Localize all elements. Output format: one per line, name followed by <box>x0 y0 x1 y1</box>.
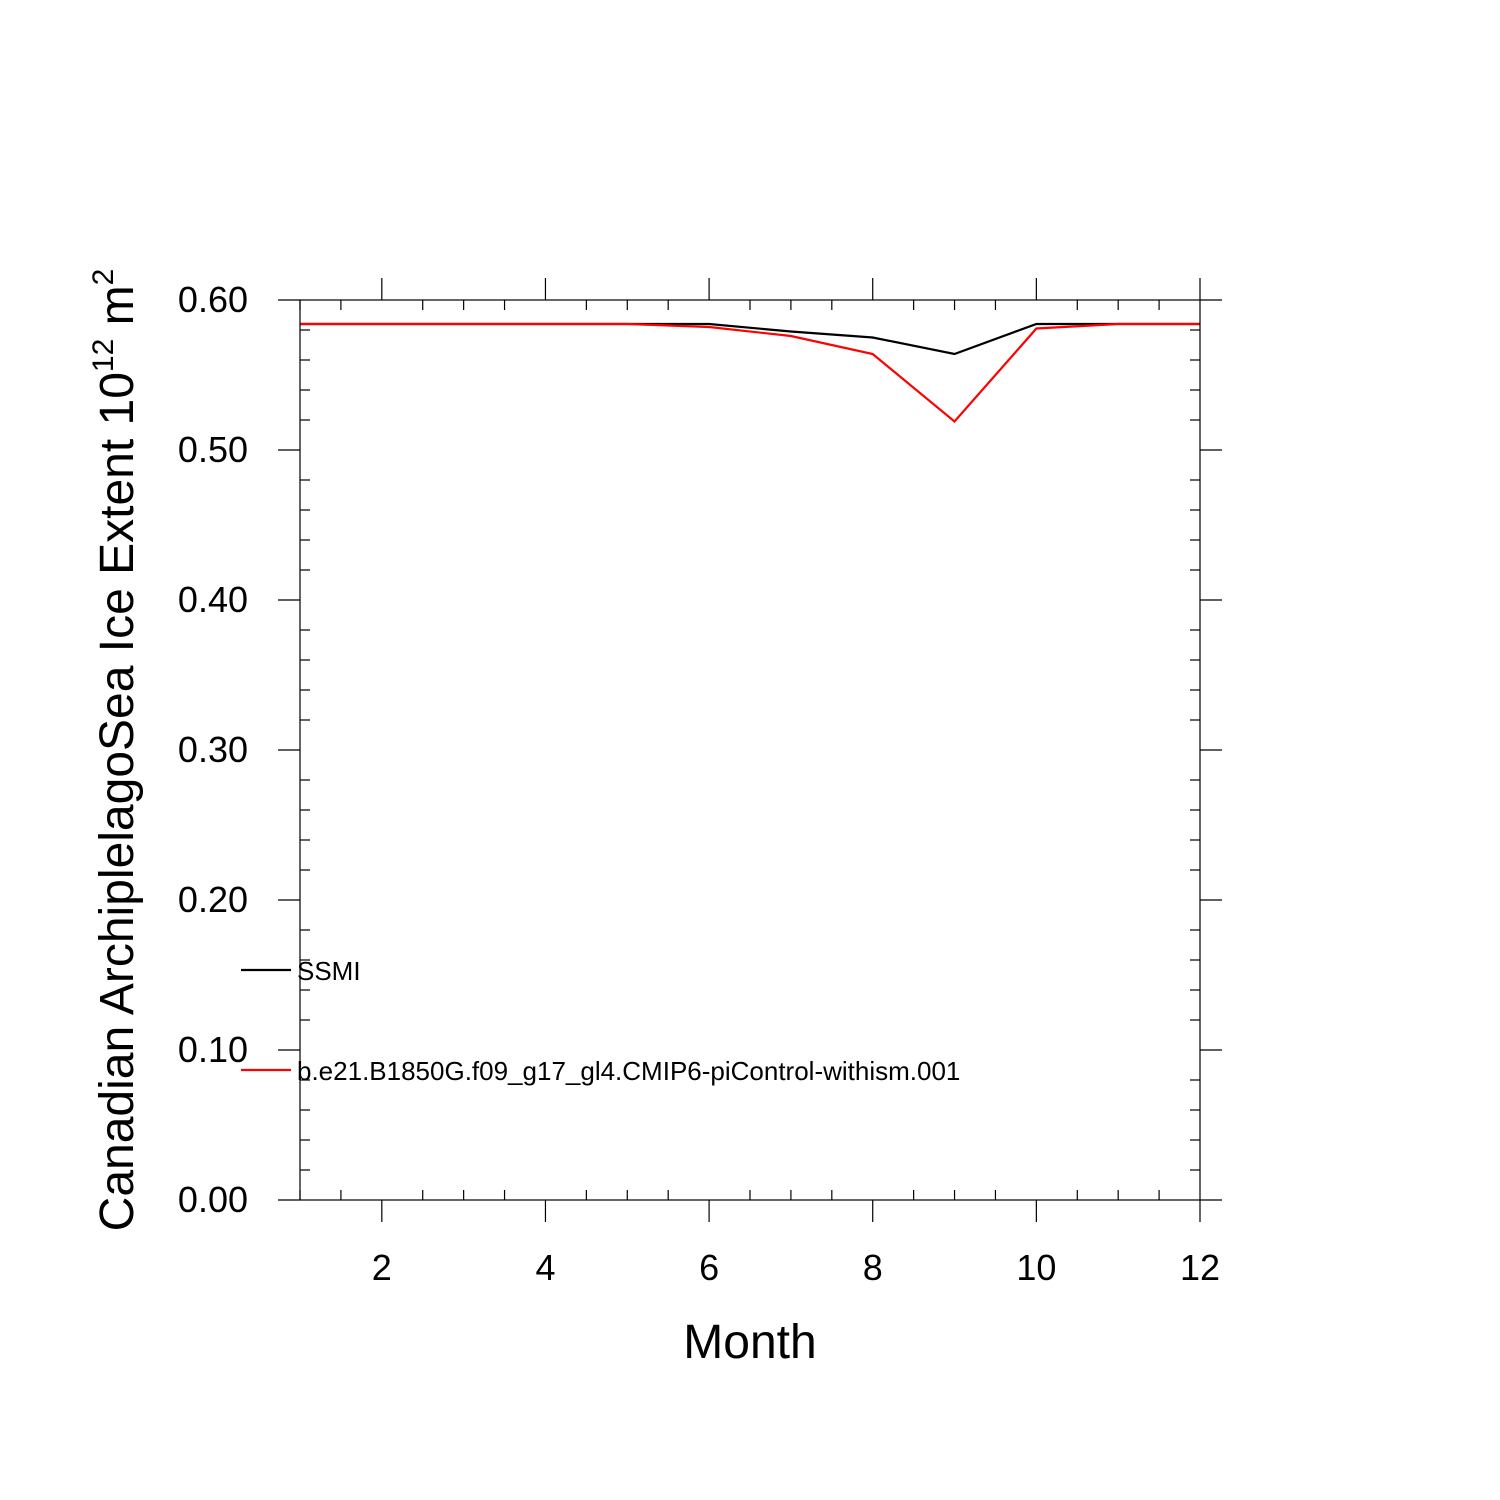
x-axis-title: Month <box>683 1316 816 1369</box>
tick-labels: 2 4 6 8 10 12 0.00 0.10 0.20 0.30 0.40 0.50 0.60 <box>178 279 1220 1288</box>
y-tick-label: 0.10 <box>178 1029 248 1070</box>
plot-frame <box>299 299 1201 1201</box>
y-axis-title-unit: m <box>91 285 144 338</box>
y-axis-title-exponent: 12 <box>87 339 120 372</box>
series-lines <box>300 322 1200 424</box>
y-tick-label: 0.60 <box>178 279 248 320</box>
y-tick-label: 0.00 <box>178 1179 248 1220</box>
y-axis-title-text: Canadian ArchiplelagoSea Ice Extent 10 <box>91 372 144 1231</box>
y-tick-label: 0.50 <box>178 429 248 470</box>
x-tick-label: 4 <box>535 1247 555 1288</box>
x-tick-label: 10 <box>1016 1247 1056 1288</box>
x-tick-label: 6 <box>699 1247 719 1288</box>
series-line-ssmi <box>300 322 1200 356</box>
y-tick-label: 0.40 <box>178 579 248 620</box>
x-tick-label: 2 <box>372 1247 392 1288</box>
legend-label: b.e21.B1850G.f09_g17_gl4.CMIP6-piControl… <box>297 1056 960 1086</box>
x-tick-label: 8 <box>863 1247 883 1288</box>
y-tick-label: 0.30 <box>178 729 248 770</box>
series-line-model <box>300 322 1200 424</box>
y-axis-title-unit-exponent: 2 <box>87 269 120 286</box>
legend: SSMI b.e21.B1850G.f09_g17_gl4.CMIP6-piCon… <box>241 956 960 1086</box>
y-axis-title: Canadian ArchiplelagoSea Ice Extent 1012… <box>87 269 144 1232</box>
x-tick-label: 12 <box>1180 1247 1220 1288</box>
legend-label: SSMI <box>297 956 361 986</box>
y-tick-label: 0.20 <box>178 879 248 920</box>
